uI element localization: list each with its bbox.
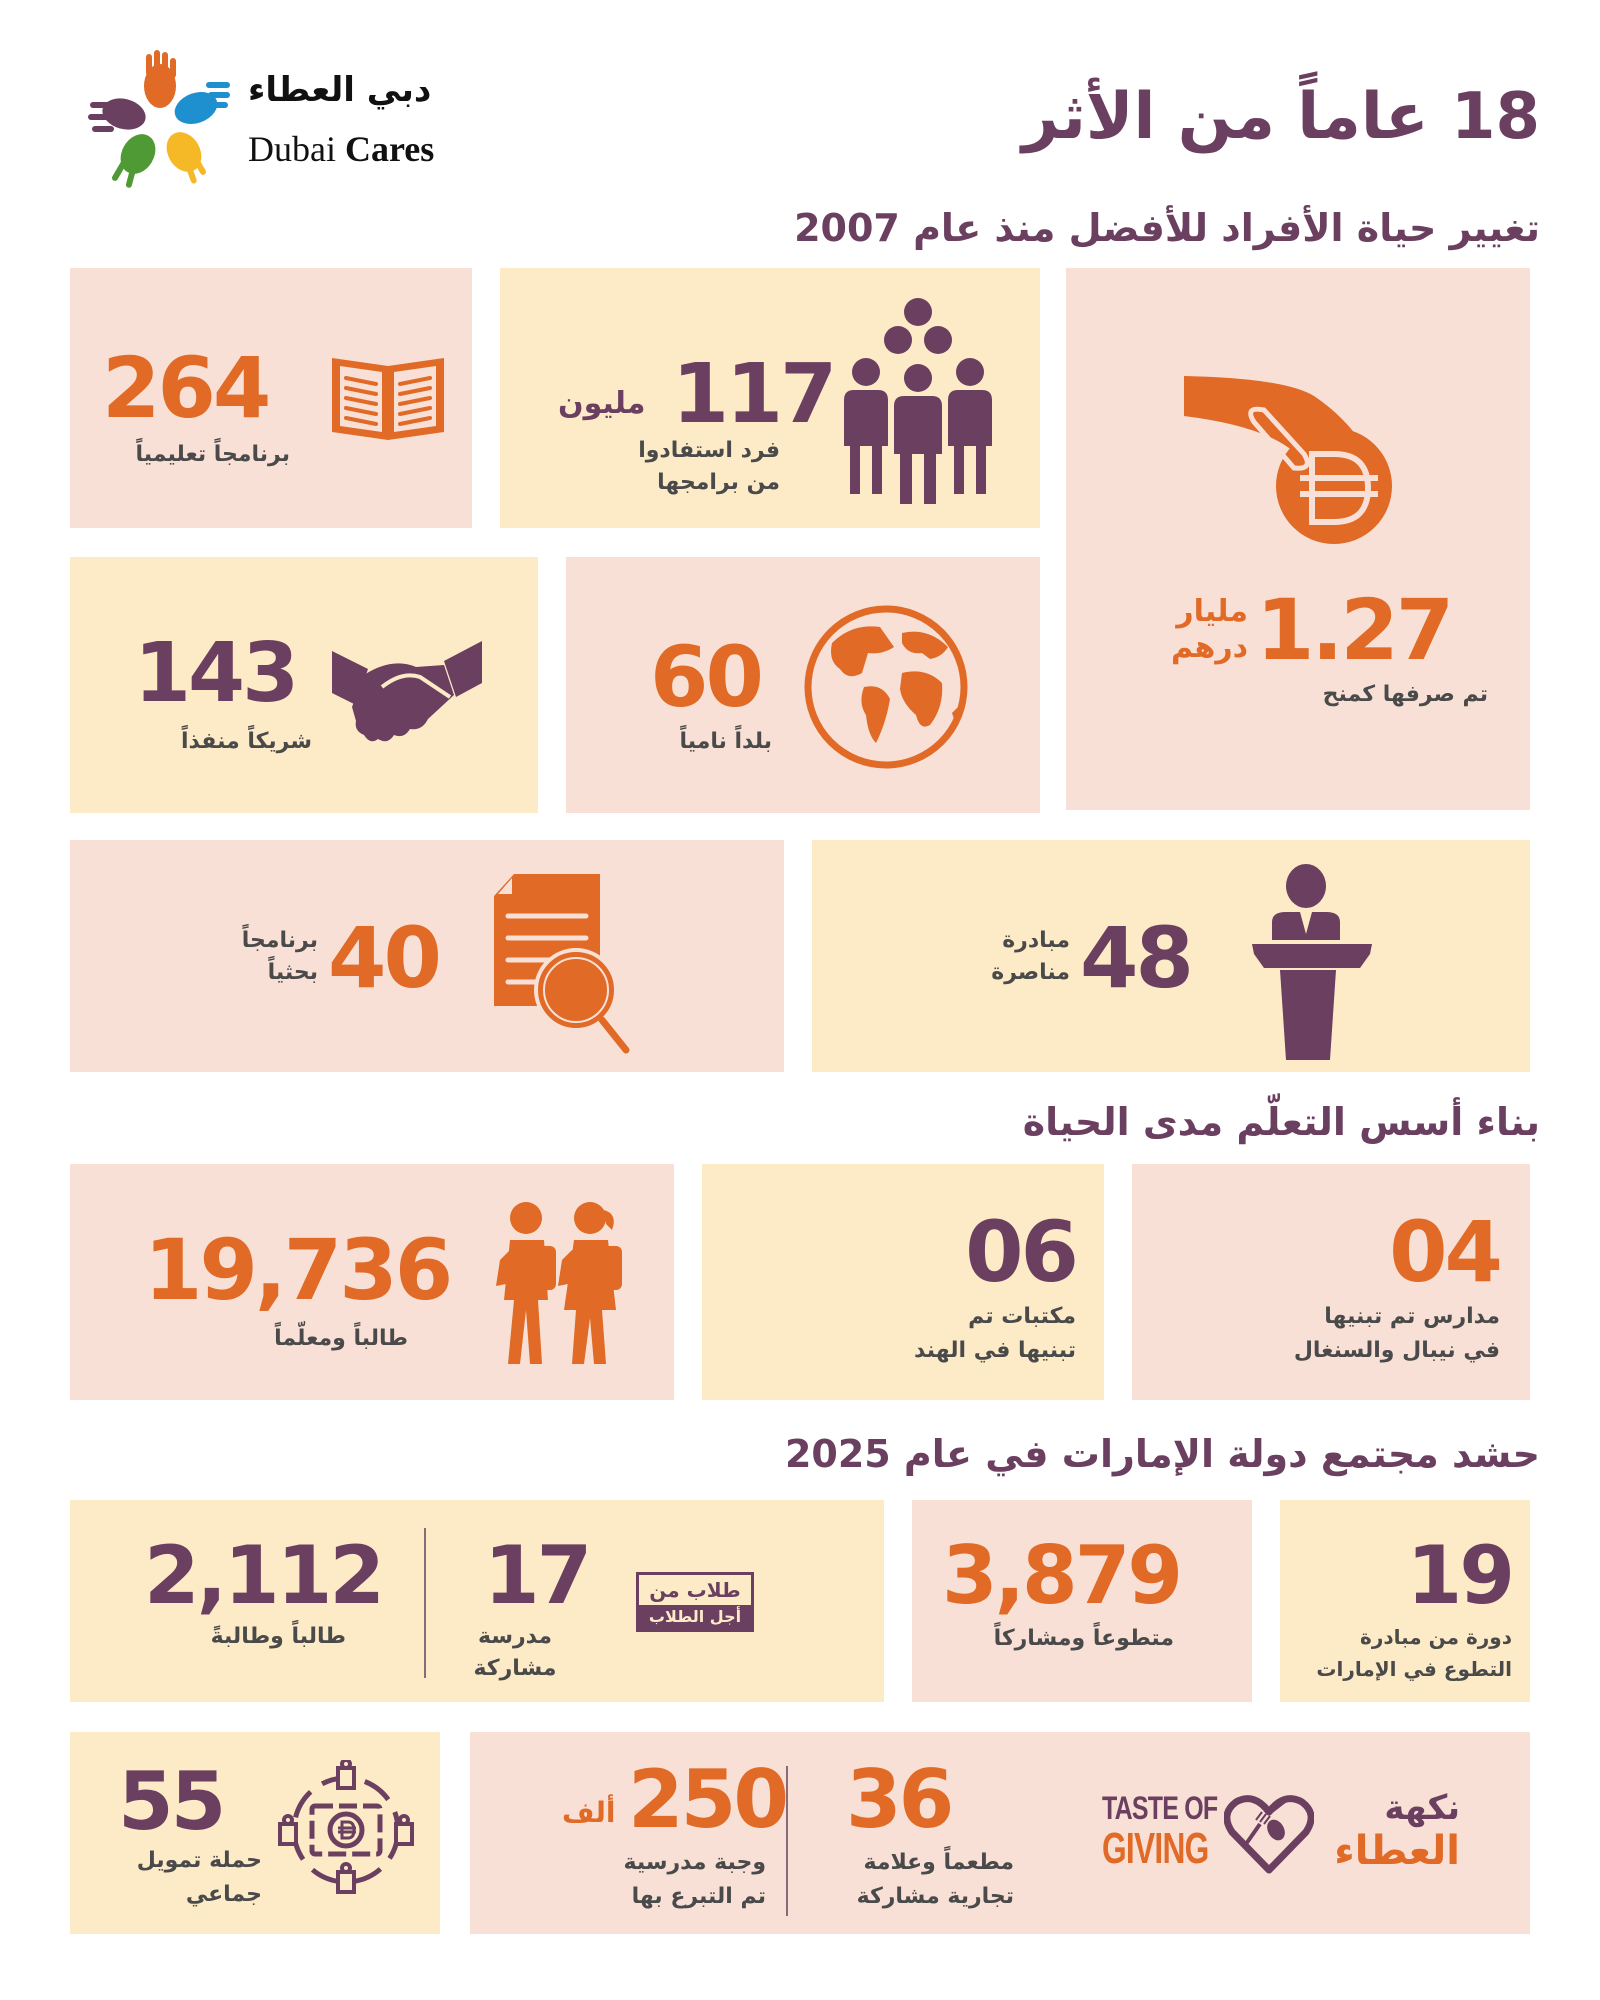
stat-value: 06 [965, 1203, 1079, 1301]
badge-bottom: أجل الطلاب [639, 1605, 751, 1629]
stat-value: 264 [102, 339, 271, 437]
stat-label-line2: في نيبال والسنغال [1293, 1338, 1500, 1363]
stat-value: 60 [650, 628, 764, 726]
stat-value: 19 [1406, 1529, 1515, 1622]
card-students-for-students: 2,112 طالباً وطالبةً 17 مدرسة مشاركة طلا… [70, 1500, 884, 1702]
stat-label-line1: برنامجاً [241, 928, 318, 953]
card-education-programs: 264 برنامجاً تعليمياً [70, 268, 472, 528]
logo-english-regular: Dubai [248, 129, 336, 169]
stat-label: شريكاً منفذاً [181, 729, 312, 754]
stat-label-meals-line1: وجبة مدرسية [623, 1850, 766, 1875]
stat-value: 3,879 [942, 1529, 1183, 1622]
taste-of-giving-logo: TASTE OF GIVING نكهة العطاء [1102, 1788, 1482, 1888]
crowdfunding-network-icon [278, 1760, 414, 1894]
stat-label-schools-line2: مشاركة [473, 1656, 557, 1681]
stat-label-line1: حملة تمويل [136, 1848, 262, 1873]
hand-coin-dirham-icon [1184, 366, 1392, 544]
stat-unit-line2: درهم [1171, 630, 1248, 665]
logo-english-bold: Cares [344, 129, 435, 169]
divider [424, 1528, 426, 1678]
stat-value: 117 [672, 347, 837, 442]
stat-label-line1: مكتبات تم [968, 1304, 1076, 1329]
stat-label-line2: تبنيها في الهند [914, 1338, 1076, 1363]
page-title: 18 عاماً من الأثر [1022, 80, 1540, 154]
open-book-icon [332, 358, 444, 440]
card-countries: 60 بلداً نامياً [566, 557, 1040, 813]
section-heading-impact: تغيير حياة الأفراد للأفضل منذ عام 2007 [794, 206, 1540, 250]
card-volunteers: 3,879 متطوعاً ومشاركاً [912, 1500, 1252, 1702]
stat-value: 143 [134, 626, 299, 721]
stat-label-students: طالباً وطالبةً [210, 1624, 346, 1649]
card-schools: 04 مدارس تم تبنيها في نيبال والسنغال [1132, 1164, 1530, 1400]
tog-en-line2: GIVING [1102, 1824, 1209, 1873]
stat-value-students: 2,112 [144, 1529, 385, 1622]
students-backpack-icon [496, 1202, 622, 1364]
handshake-icon [332, 641, 482, 742]
dubai-cares-logo: دبي العطاء Dubai Cares [88, 48, 468, 198]
badge-top: طلاب من [649, 1578, 741, 1602]
stat-label-line1: فرد استفادوا [638, 438, 780, 463]
card-students-teachers: 19,736 طالباً ومعلّماً [70, 1164, 674, 1400]
card-beneficiaries: 117 مليون فرد استفادوا من برامجها [500, 268, 1040, 528]
stat-value: 19,736 [144, 1221, 453, 1319]
stat-label-line2: التطوع في الإمارات [1316, 1657, 1512, 1681]
logo-arabic: دبي العطاء [248, 70, 432, 110]
section-heading-learning: بناء أسس التعلّم مدى الحياة [1022, 1100, 1540, 1144]
card-crowdfunding: 55 حملة تمويل جماعي [70, 1732, 440, 1934]
stat-value: 40 [328, 909, 442, 1007]
stat-value-restaurants: 36 [846, 1753, 954, 1846]
divider [786, 1766, 788, 1916]
stat-label-restaurants-line2: تجارية مشاركة [856, 1884, 1014, 1909]
stat-label: برنامجاً تعليمياً [135, 442, 291, 467]
stat-unit: مليون [558, 386, 646, 421]
logo-english: Dubai Cares [248, 128, 434, 170]
students-for-students-badge: طلاب من أجل الطلاب [636, 1572, 754, 1632]
tog-en-line1: TASTE OF [1102, 1790, 1218, 1826]
stat-label-line1: دورة من مبادرة [1360, 1625, 1512, 1649]
card-advocacy: 48 مبادرة مناصرة [812, 840, 1530, 1072]
stat-value: 1.27 [1256, 581, 1454, 679]
stat-label: تم صرفها كمنح [1322, 682, 1488, 707]
stat-value-meals: 250 [628, 1753, 789, 1846]
card-grants: 1.27 مليار درهم تم صرفها كمنح [1066, 268, 1530, 810]
five-hands-icon [88, 50, 230, 188]
card-volunteer-editions: 19 دورة من مبادرة التطوع في الإمارات [1280, 1500, 1530, 1702]
stat-label: متطوعاً ومشاركاً [993, 1626, 1174, 1651]
card-research: 40 برنامجاً بحثياً [70, 840, 784, 1072]
stat-value: 55 [118, 1755, 226, 1848]
stat-label: طالباً ومعلّماً [274, 1326, 408, 1351]
stat-label-schools-line1: مدرسة [478, 1624, 552, 1649]
stat-label-line2: من برامجها [657, 470, 780, 495]
stat-unit-meals: ألف [562, 1796, 616, 1829]
tog-ar-line1: نكهة [1384, 1788, 1460, 1828]
globe-icon [804, 605, 968, 769]
stat-label-line1: مبادرة [1002, 928, 1070, 953]
tog-ar-line2: العطاء [1334, 1828, 1460, 1874]
podium-speaker-icon [1252, 864, 1372, 1060]
heart-fork-spoon-icon [1224, 1795, 1314, 1874]
stat-label-line2: مناصرة [991, 960, 1070, 985]
people-group-icon [844, 298, 992, 504]
stat-value: 48 [1080, 909, 1194, 1007]
stat-label-meals-line2: تم التبرع بها [631, 1884, 766, 1909]
card-partners: 143 شريكاً منفذاً [70, 557, 538, 813]
stat-label-line1: مدارس تم تبنيها [1324, 1304, 1500, 1329]
stat-label: بلداً نامياً [679, 729, 772, 754]
document-search-icon [494, 874, 630, 1054]
stat-label-line2: بحثياً [267, 960, 318, 985]
stat-label-line2: جماعي [185, 1882, 262, 1907]
card-libraries: 06 مكتبات تم تبنيها في الهند [702, 1164, 1104, 1400]
stat-value-schools: 17 [484, 1529, 592, 1622]
stat-label-restaurants-line1: مطعماً وعلامة [863, 1850, 1014, 1875]
card-taste-of-giving: 250 ألف وجبة مدرسية تم التبرع بها 36 مطع… [470, 1732, 1530, 1934]
stat-unit-line1: مليار [1176, 594, 1248, 629]
stat-value: 04 [1389, 1203, 1503, 1301]
section-heading-community: حشد مجتمع دولة الإمارات في عام 2025 [784, 1432, 1540, 1476]
